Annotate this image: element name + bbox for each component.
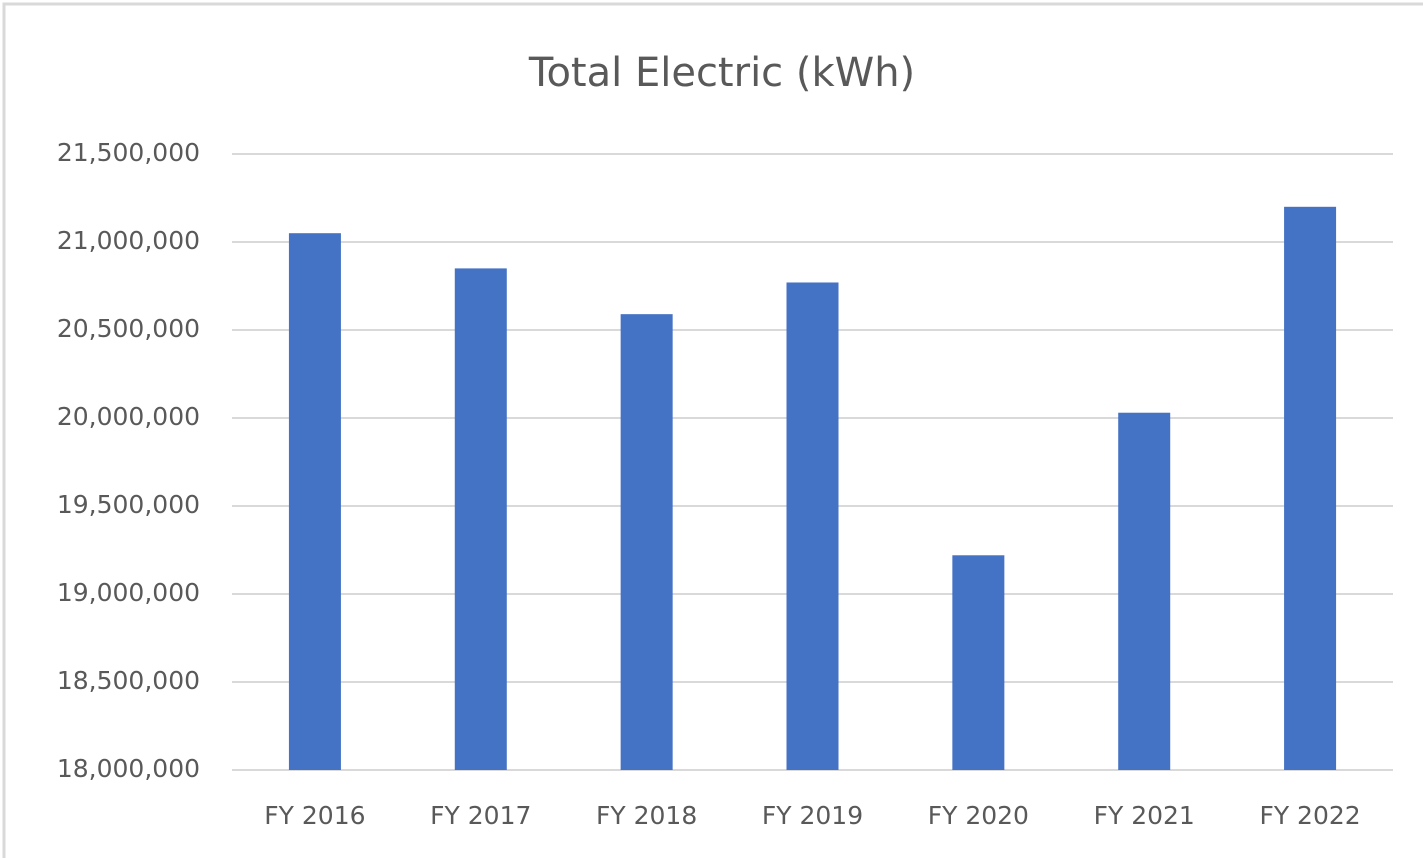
y-tick-label: 21,000,000 [57, 226, 200, 255]
bar [1118, 412, 1171, 770]
bar [1284, 206, 1337, 771]
bar [454, 268, 507, 770]
bar [786, 282, 839, 770]
x-tick-label: FY 2021 [1094, 801, 1195, 830]
y-tick-label: 18,000,000 [57, 754, 200, 783]
y-tick-label: 20,000,000 [57, 402, 200, 431]
x-tick-label: FY 2017 [430, 801, 531, 830]
y-tick-label: 20,500,000 [57, 314, 200, 343]
x-tick-label: FY 2020 [928, 801, 1029, 830]
y-tick-label: 18,500,000 [57, 666, 200, 695]
bar [952, 555, 1005, 770]
y-tick-label: 19,000,000 [57, 578, 200, 607]
bar [620, 314, 673, 770]
x-tick-label: FY 2022 [1259, 801, 1360, 830]
chart-title: Total Electric (kWh) [528, 50, 915, 96]
x-tick-label: FY 2016 [264, 801, 365, 830]
bar [288, 233, 341, 770]
x-tick-label: FY 2018 [596, 801, 697, 830]
y-tick-label: 21,500,000 [57, 138, 200, 167]
y-tick-label: 19,500,000 [57, 490, 200, 519]
x-tick-label: FY 2019 [762, 801, 863, 830]
